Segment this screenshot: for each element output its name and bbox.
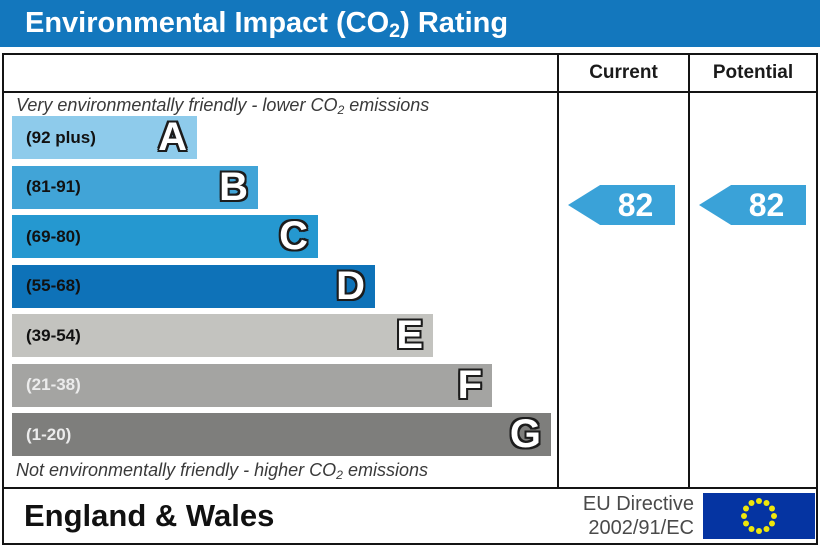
page-title: Environmental Impact (CO2) Rating xyxy=(25,7,509,42)
band-letter: C xyxy=(279,214,308,258)
potential-column-header: Potential xyxy=(712,62,794,83)
rating-band: (81-91) B xyxy=(12,164,258,209)
band-letter: F xyxy=(457,362,482,407)
current-column-header: Current xyxy=(589,62,658,83)
potential-rating-value: 82 xyxy=(748,186,785,223)
band-range: (39-54) xyxy=(26,325,81,345)
rating-band: (21-38) F xyxy=(12,362,492,407)
current-rating-value: 82 xyxy=(617,186,654,223)
band-range: (55-68) xyxy=(26,276,81,295)
rating-band: (55-68) D xyxy=(12,263,375,308)
rating-band: (1-20) G xyxy=(12,413,551,456)
region-label: England & Wales xyxy=(24,498,275,533)
co2-subscript: 2 xyxy=(337,103,345,118)
eu-directive-label: EU Directive 2002/91/EC xyxy=(583,492,694,540)
footer-bar: England & Wales EU Directive 2002/91/EC xyxy=(4,487,816,543)
eu-flag-icon xyxy=(703,493,815,539)
band-letter: G xyxy=(509,412,541,456)
table-header-row: Current Potential xyxy=(4,55,816,93)
band-letter: E xyxy=(396,313,423,357)
band-range: (1-20) xyxy=(26,424,72,444)
column-divider xyxy=(688,55,690,487)
column-divider xyxy=(557,55,559,487)
title-bar: Environmental Impact (CO2) Rating xyxy=(0,0,820,47)
bottom-scale-note: Not environmentally friendly - higher CO… xyxy=(16,460,428,483)
band-range: (21-38) xyxy=(26,375,81,394)
band-range: (69-80) xyxy=(26,226,81,246)
band-letter: D xyxy=(336,263,365,308)
rating-scale-column: Very environmentally friendly - lower CO… xyxy=(4,93,557,487)
current-rating-arrow: 82 xyxy=(568,185,675,225)
rating-band: (92 plus) A xyxy=(12,116,197,159)
rating-band: (69-80) C xyxy=(12,215,318,258)
band-letter: B xyxy=(219,164,248,209)
band-range: (81-91) xyxy=(26,177,81,196)
band-range: (92 plus) xyxy=(26,127,96,147)
potential-rating-arrow: 82 xyxy=(699,185,806,225)
eu-directive-line1: EU Directive xyxy=(582,493,694,515)
co2-subscript: 2 xyxy=(389,19,401,42)
eu-directive-line2: 2002/91/EC xyxy=(588,517,694,539)
rating-table: Current Potential Very environmentally f… xyxy=(2,53,818,545)
co2-subscript: 2 xyxy=(336,468,343,483)
band-letter: A xyxy=(158,115,187,159)
top-scale-note: Very environmentally friendly - lower CO… xyxy=(16,95,430,118)
rating-band: (39-54) E xyxy=(12,314,433,357)
